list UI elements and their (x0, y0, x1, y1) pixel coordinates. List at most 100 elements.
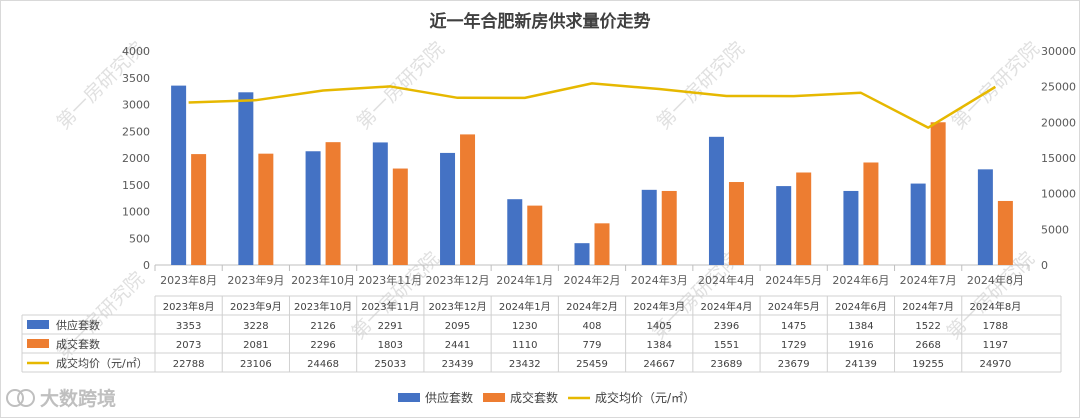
table-row-swatch (27, 339, 49, 348)
legend-swatch (483, 393, 506, 402)
legend-label: 成交均价（元/㎡） (595, 390, 695, 405)
logo-icon (6, 389, 24, 407)
table-cell: 23439 (442, 359, 474, 370)
table-cell: 3228 (243, 321, 268, 332)
y-right-tick-label: 0 (1041, 259, 1048, 272)
sales-bar (258, 153, 274, 265)
watermark-text: 第一房研究院 (653, 38, 749, 134)
supply-bar (776, 186, 792, 265)
x-tick-label: 2023年10月 (291, 273, 355, 287)
table-row-label: 成交套数 (56, 337, 100, 351)
sales-bar (594, 223, 610, 265)
legend-label: 供应套数 (425, 390, 473, 405)
table-header-cell: 2024年5月 (768, 300, 820, 313)
x-tick-label: 2023年11月 (358, 273, 422, 287)
sales-bar (930, 122, 946, 266)
legend: 供应套数 成交套数 成交均价（元/㎡） (398, 390, 695, 405)
table-cell: 2291 (378, 321, 403, 332)
watermark-text: 第一房研究院 (353, 38, 449, 134)
table-cell: 1110 (512, 340, 537, 351)
table-cell: 24970 (979, 359, 1011, 370)
table-cell: 22788 (173, 359, 205, 370)
sales-bar (997, 200, 1013, 265)
table-header-cell: 2023年10月 (294, 300, 352, 313)
axes: 0 500 1000 1500 2000 2500 3000 3500 4000 0 5000 100… (122, 45, 1076, 287)
table-header-cell: 2024年2月 (566, 300, 618, 313)
table-cell: 23432 (509, 359, 541, 370)
sales-bar (460, 134, 476, 265)
legend-label: 成交套数 (510, 390, 558, 405)
table-header-cell: 2024年7月 (902, 300, 954, 313)
chart-title: 近一年合肥新房供求量价走势 (430, 11, 651, 32)
y-right-tick-label: 25000 (1041, 81, 1076, 94)
y-right-tick-label: 10000 (1041, 188, 1076, 201)
sales-bar (527, 205, 543, 265)
y-left-tick-label: 3000 (122, 99, 150, 112)
table-cell: 1405 (647, 321, 672, 332)
y-left-tick-label: 2000 (122, 152, 150, 165)
table-cell: 1384 (848, 321, 873, 332)
table-cell: 25459 (576, 359, 608, 370)
table-header-cell: 2024年3月 (633, 300, 685, 313)
y-right-tick-label: 5000 (1041, 223, 1069, 236)
table-header-cell: 2024年1月 (499, 300, 551, 313)
sales-bar (191, 154, 207, 265)
y-left-tick-label: 2500 (122, 125, 150, 138)
table-row-label: 成交均价（元/㎡） (56, 356, 148, 370)
table-row-label: 供应套数 (56, 318, 100, 332)
sales-bar (728, 182, 744, 265)
supply-bar (372, 142, 388, 265)
table-cell: 2073 (176, 340, 201, 351)
table-cell: 2396 (714, 321, 739, 332)
supply-bar (843, 190, 859, 265)
y-left-tick-label: 1500 (122, 179, 150, 192)
sales-bar (863, 162, 879, 265)
table-header-cell: 2023年12月 (428, 300, 486, 313)
x-tick-label: 2024年3月 (631, 273, 688, 287)
x-tick-label: 2024年6月 (832, 273, 889, 287)
x-tick-label: 2023年8月 (160, 273, 217, 287)
watermark-text: 第一房研究院 (948, 38, 1044, 134)
table-cell: 1916 (848, 340, 873, 351)
x-tick-label: 2024年5月 (765, 273, 822, 287)
x-tick-label: 2023年9月 (227, 273, 284, 287)
table-cell: 3353 (176, 321, 201, 332)
table-header-cell: 2023年8月 (163, 300, 215, 313)
table-header-cell: 2023年11月 (361, 300, 419, 313)
supply-bar (440, 152, 456, 265)
table-cell: 19255 (912, 359, 944, 370)
sales-bar (325, 142, 341, 265)
table-cell: 23679 (778, 359, 810, 370)
table-cell: 2296 (310, 340, 335, 351)
table-cell: 779 (582, 340, 601, 351)
sales-bar (392, 168, 408, 265)
y-right-tick-label: 30000 (1041, 45, 1076, 58)
data-table: 2023年8月 2023年9月 2023年10月 2023年11月 2023年12月 20… (21, 295, 1062, 373)
supply-bar (238, 92, 254, 265)
y-left-tick-label: 1000 (122, 206, 150, 219)
table-row-swatch (27, 320, 49, 329)
price-line (188, 82, 997, 129)
supply-bar (507, 199, 523, 265)
price-line-path (188, 82, 997, 129)
y-left-tick-label: 0 (143, 259, 150, 272)
logo: 大数跨境 (6, 387, 116, 410)
table-cell: 2126 (310, 321, 335, 332)
table-cell: 1551 (714, 340, 739, 351)
table-cell: 2095 (445, 321, 470, 332)
y-left-tick-label: 4000 (122, 45, 150, 58)
bars (171, 85, 1013, 266)
logo-text: 大数跨境 (40, 387, 116, 410)
table-cell: 25033 (374, 359, 406, 370)
table-cell: 24139 (845, 359, 877, 370)
table-cell: 2081 (243, 340, 268, 351)
table-cell: 24667 (643, 359, 675, 370)
supply-bar (574, 243, 590, 265)
table-cell: 1522 (915, 321, 940, 332)
x-tick-label: 2024年4月 (698, 273, 755, 287)
table-header-cell: 2024年6月 (835, 300, 887, 313)
table-header-cell: 2024年8月 (969, 300, 1021, 313)
y-right-tick-label: 15000 (1041, 152, 1076, 165)
supply-bar (977, 169, 993, 265)
